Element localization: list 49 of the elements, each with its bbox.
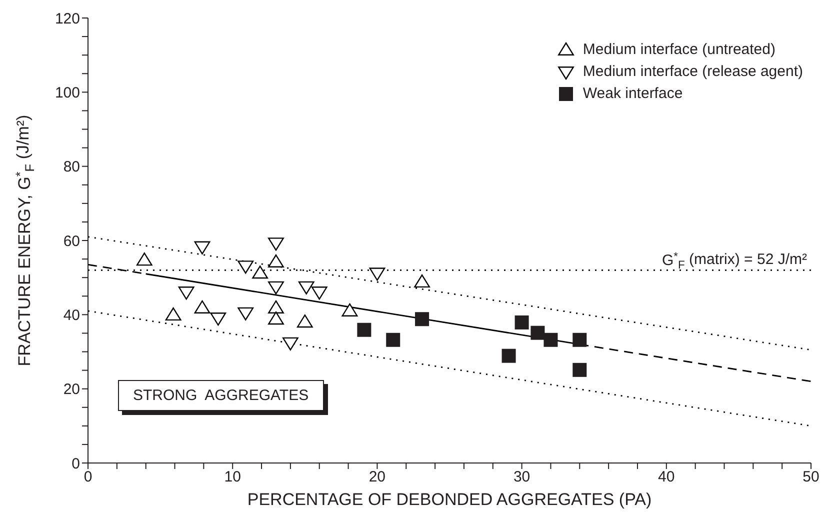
point — [369, 268, 386, 281]
annotation: STRONG AGGREGATES — [118, 380, 324, 411]
point — [194, 300, 210, 314]
point — [298, 281, 314, 294]
point — [136, 252, 152, 266]
y-tick-label: 120 — [54, 10, 80, 28]
point — [572, 332, 587, 347]
point — [357, 322, 372, 337]
y-tick-label: 100 — [54, 84, 80, 102]
point — [514, 315, 529, 330]
point — [210, 312, 226, 326]
x-tick-label: 10 — [224, 468, 241, 486]
point — [296, 314, 313, 328]
point — [311, 286, 328, 300]
x-tick-label: 50 — [802, 468, 820, 486]
point — [282, 337, 298, 350]
point — [530, 326, 545, 340]
y-tick-label: 80 — [63, 158, 80, 176]
point — [165, 307, 182, 321]
y-tick-label: 20 — [63, 381, 80, 398]
legend-label: Weak interface — [582, 84, 683, 102]
y-tick-label: 0 — [72, 455, 80, 472]
x-axis-title: PERCENTAGE OF DEBONDED AGGREGATES (PA) — [247, 490, 652, 509]
point — [194, 241, 210, 254]
point — [342, 303, 358, 316]
ref-line-label: G$^{*}$$_{F}$ (matrix) = 52 J/m² — [662, 251, 807, 272]
point — [268, 300, 284, 314]
point — [386, 332, 400, 347]
x-tick-label: 30 — [513, 468, 530, 486]
point — [252, 266, 268, 279]
x-tick-label: 0 — [84, 468, 92, 486]
point — [268, 254, 284, 268]
point — [238, 307, 254, 320]
point — [415, 312, 430, 326]
x-tick-label: 40 — [658, 468, 675, 486]
y-tick-label: 60 — [63, 232, 80, 250]
point — [268, 281, 284, 294]
point — [502, 348, 516, 363]
point — [268, 238, 284, 251]
x-tick-label: 20 — [368, 468, 386, 486]
point — [268, 312, 284, 325]
point — [544, 332, 558, 347]
point — [238, 260, 254, 274]
point — [178, 286, 194, 300]
legend-label: Medium interface (release agent) — [582, 62, 803, 80]
point — [572, 362, 587, 377]
y-tick-label: 40 — [63, 306, 80, 324]
legend-label: Medium interface (untreated) — [582, 40, 776, 58]
point — [414, 274, 430, 288]
